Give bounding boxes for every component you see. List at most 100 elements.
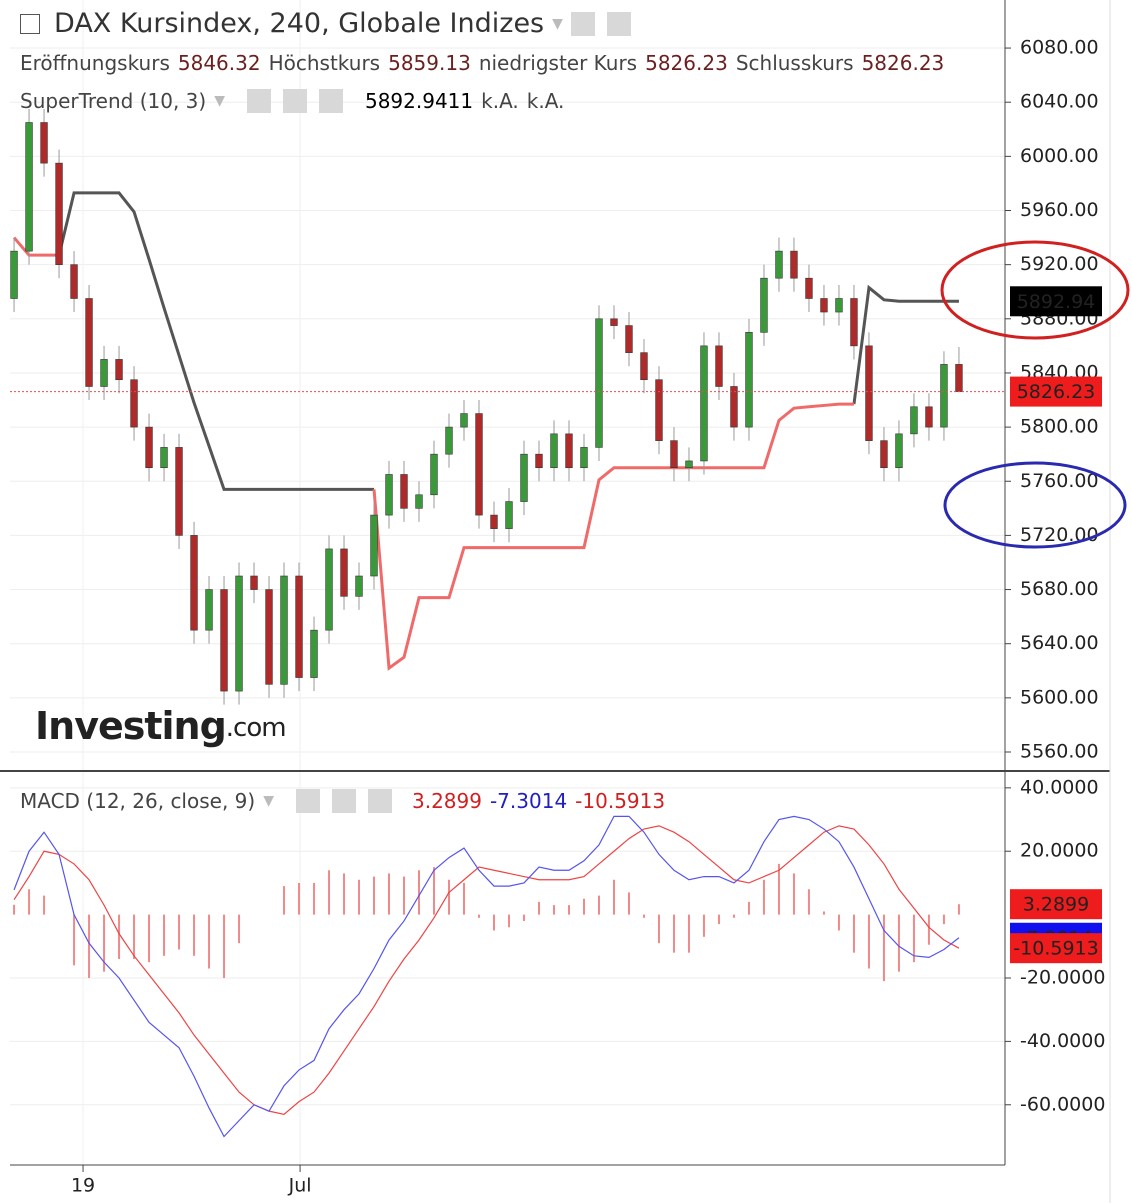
- chart-title: DAX Kursindex, 240, Globale Indizes: [54, 8, 545, 39]
- y-tick-label: 5560.00: [1020, 740, 1099, 762]
- x-tick-label: 19: [71, 1175, 95, 1197]
- candle-body: [220, 589, 228, 692]
- macd-value: 3.2899: [411, 789, 482, 813]
- macd-value: -7.3014: [489, 789, 568, 813]
- candle-body: [700, 345, 708, 462]
- x-tick-label: Jul: [288, 1175, 312, 1197]
- y-tick-label: 5720.00: [1020, 524, 1099, 546]
- indicator-row: SuperTrend (10, 3) ▼ 5892.9411 k.A. k.A.: [20, 89, 564, 113]
- y-tick-label: 6000.00: [1020, 145, 1099, 167]
- candle-body: [385, 474, 393, 516]
- candle-body: [40, 122, 48, 164]
- candle-body: [655, 379, 663, 441]
- candle-body: [910, 406, 918, 435]
- y-tick-label: -60.0000: [1020, 1093, 1105, 1115]
- line: [13, 825, 960, 1115]
- y-tick-label: 6120.00: [1020, 0, 1099, 4]
- grid: [10, 0, 1005, 1165]
- y-tick-label: 40.0000: [1020, 776, 1099, 798]
- icon[interactable]: [295, 789, 320, 813]
- candle-body: [580, 447, 588, 469]
- indicator-name: SuperTrend (10, 3): [20, 89, 207, 113]
- y-tick-label: 6080.00: [1020, 37, 1099, 59]
- candle-body: [835, 298, 843, 313]
- candle-body: [595, 318, 603, 448]
- candle-body: [475, 413, 483, 516]
- macd-row: MACD (12, 26, close, 9) ▼ 3.2899 -7.3014…: [20, 789, 665, 813]
- ohlc-label: niedrigster Kurs: [478, 51, 638, 75]
- candle-body: [445, 426, 453, 455]
- ohlc-value: 5846.32: [177, 51, 261, 75]
- price-label: 5892.94: [1017, 291, 1096, 313]
- candle-body: [760, 277, 768, 333]
- y-tick-label: 5600.00: [1020, 686, 1099, 708]
- candle-body: [940, 364, 948, 428]
- candle-body: [880, 440, 888, 469]
- candle-body: [400, 474, 408, 509]
- ohlc-label: Schlusskurs: [735, 51, 854, 75]
- candle-body: [745, 332, 753, 428]
- candle-body: [490, 514, 498, 529]
- candle-body: [415, 494, 423, 509]
- candle-body: [355, 575, 363, 597]
- candle-body: [715, 345, 723, 387]
- candle-body: [820, 298, 828, 313]
- y-tick-label: 5640.00: [1020, 632, 1099, 654]
- candle-body: [865, 345, 873, 441]
- icon[interactable]: [606, 11, 631, 36]
- price-label-box: [1010, 286, 1102, 317]
- candle-body: [955, 364, 963, 392]
- candle-body: [310, 629, 318, 678]
- icon[interactable]: [570, 11, 595, 36]
- candle-body: [775, 250, 783, 279]
- logo-suffix: .com: [226, 713, 286, 743]
- icon[interactable]: [246, 89, 271, 113]
- candle-body: [670, 440, 678, 469]
- candle-body: [280, 575, 288, 685]
- candle-body: [55, 162, 63, 265]
- candle-body: [430, 453, 438, 496]
- candle-body: [730, 386, 738, 428]
- indicator-name: MACD (12, 26, close, 9): [20, 789, 256, 813]
- macd-pane: [13, 815, 960, 1138]
- candle-body: [265, 589, 273, 685]
- icon[interactable]: [318, 89, 343, 113]
- candle-body: [625, 325, 633, 353]
- ohlc-row: Eröffnungskurs 5846.32 Höchstkurs 5859.13 …: [20, 51, 944, 75]
- candle-body: [130, 379, 138, 428]
- y-tick-label: 5920.00: [1020, 253, 1099, 275]
- macd-value: -10.5913: [575, 789, 666, 813]
- icon[interactable]: [367, 789, 392, 813]
- candle-body: [25, 122, 33, 252]
- price-label-box: [1010, 376, 1102, 407]
- candle-body: [805, 277, 813, 299]
- price-label: -10.5913: [1013, 938, 1098, 960]
- dropdown[interactable]: ▼: [214, 93, 225, 109]
- y-tick-label: -40.0000: [1020, 1030, 1105, 1052]
- icon[interactable]: [331, 789, 356, 813]
- dropdown[interactable]: ▼: [263, 793, 274, 809]
- candle-body: [790, 250, 798, 279]
- candle-body: [850, 298, 858, 347]
- logo: Investing.com: [35, 704, 286, 748]
- y-tick-label: 20.0000: [1020, 840, 1099, 862]
- collapse-icon[interactable]: [20, 13, 40, 34]
- candle-body: [535, 453, 543, 469]
- candle-body: [70, 264, 78, 299]
- candle-body: [550, 433, 558, 469]
- ohlc-value: 5826.23: [645, 51, 728, 75]
- price-label-box: [1010, 889, 1102, 920]
- candle-body: [895, 433, 903, 469]
- candle-body: [505, 501, 513, 529]
- candle-body: [685, 460, 693, 469]
- dropdown[interactable]: ▼: [552, 15, 563, 32]
- icon[interactable]: [282, 89, 307, 113]
- candle-body: [175, 447, 183, 536]
- price-pane: [10, 108, 1005, 705]
- annotation-ellipse: [943, 461, 1127, 549]
- candle-body: [115, 359, 123, 381]
- ohlc-value: 5826.23: [861, 51, 945, 75]
- y-tick-label: 5760.00: [1020, 470, 1099, 492]
- candle-body: [925, 406, 933, 428]
